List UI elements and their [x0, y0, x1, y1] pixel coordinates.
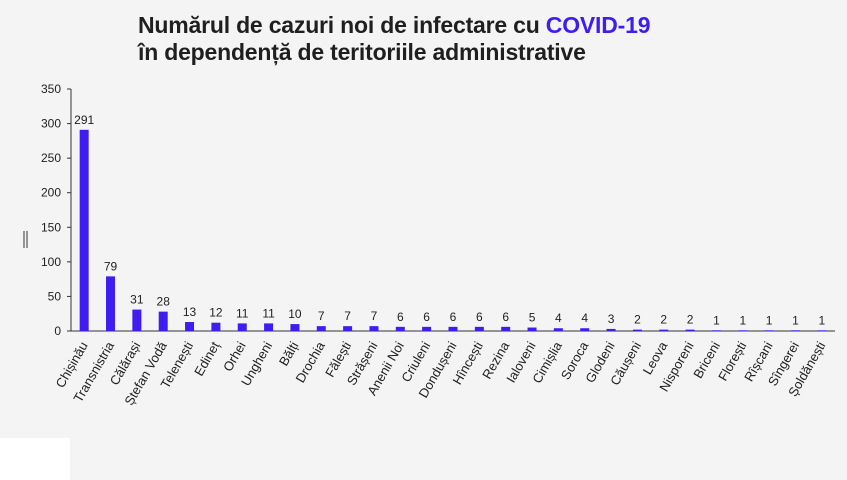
bar: [474, 326, 484, 331]
x-tick-label: Bălți: [276, 339, 302, 368]
bar: [501, 326, 511, 331]
y-axis: 0 50 100 150 200 250 300 350: [41, 82, 72, 338]
bar: [237, 323, 247, 331]
y-tick-label: 100: [41, 255, 61, 269]
bar: [395, 326, 405, 331]
y-tick-label: 150: [41, 220, 61, 234]
bar: [527, 327, 537, 331]
bar: [606, 328, 616, 331]
data-label: 6: [502, 310, 509, 324]
data-label: 7: [344, 309, 351, 323]
bar: [711, 330, 721, 332]
bar: [343, 326, 353, 331]
bar: [422, 326, 432, 331]
bar: [685, 329, 695, 331]
bar: [264, 323, 274, 331]
bar: [580, 328, 590, 331]
chart-title: Numărul de cazuri noi de infectare cu CO…: [138, 12, 650, 66]
bar: [448, 326, 458, 331]
bar: [106, 276, 116, 331]
data-label: 11: [236, 306, 249, 320]
data-label: 13: [183, 305, 197, 319]
title-line-1: Numărul de cazuri noi de infectare cu CO…: [138, 12, 650, 39]
y-tick-label: 300: [41, 117, 61, 131]
bar: [553, 328, 563, 331]
title-accent: COVID-19: [545, 12, 651, 38]
data-label: 31: [130, 293, 144, 307]
bar: [817, 330, 827, 332]
data-label: 6: [450, 310, 457, 324]
data-label: 11: [262, 306, 275, 320]
axis-break-mark: [23, 231, 28, 248]
data-label: 2: [687, 313, 694, 327]
bar: [316, 326, 326, 331]
bar: [738, 330, 748, 332]
bar: [290, 324, 300, 331]
bar: [79, 129, 89, 331]
data-label: 2: [660, 313, 667, 327]
data-label: 6: [476, 310, 483, 324]
bar: [632, 329, 642, 331]
data-label: 1: [792, 313, 799, 327]
data-label: 1: [766, 313, 773, 327]
data-label: 4: [581, 311, 588, 325]
title-line-2: în dependență de teritoriile administrat…: [138, 39, 586, 65]
data-label: 6: [423, 310, 430, 324]
data-label: 2: [634, 313, 641, 327]
bar: [369, 326, 379, 331]
data-label: 5: [529, 311, 536, 325]
bars: [79, 129, 827, 332]
bar: [790, 330, 800, 332]
data-label: 4: [555, 311, 562, 325]
y-tick-label: 250: [41, 151, 61, 165]
data-label: 6: [397, 310, 404, 324]
y-tick-label: 50: [48, 289, 62, 303]
bar: [659, 329, 669, 331]
y-tick-label: 350: [41, 82, 61, 96]
bar: [158, 311, 168, 331]
bar: [185, 322, 195, 331]
data-label: 1: [818, 313, 825, 327]
data-label: 10: [288, 307, 302, 321]
bar: [132, 309, 142, 331]
corner-panel: [0, 438, 70, 480]
data-label: 291: [74, 113, 94, 127]
data-label: 28: [157, 295, 171, 309]
bar: [211, 322, 221, 331]
data-label: 3: [608, 312, 615, 326]
bar: [764, 330, 774, 332]
data-label: 1: [713, 313, 720, 327]
data-label: 7: [371, 309, 378, 323]
title-prefix: Numărul de cazuri noi de infectare cu: [138, 12, 546, 38]
data-label: 7: [318, 309, 325, 323]
y-tick-label: 200: [41, 186, 61, 200]
data-label: 12: [209, 306, 223, 320]
data-label: 1: [739, 313, 746, 327]
x-tick-label: Edineț: [191, 339, 223, 379]
y-tick-label: 0: [54, 324, 61, 338]
data-label: 79: [104, 259, 118, 273]
